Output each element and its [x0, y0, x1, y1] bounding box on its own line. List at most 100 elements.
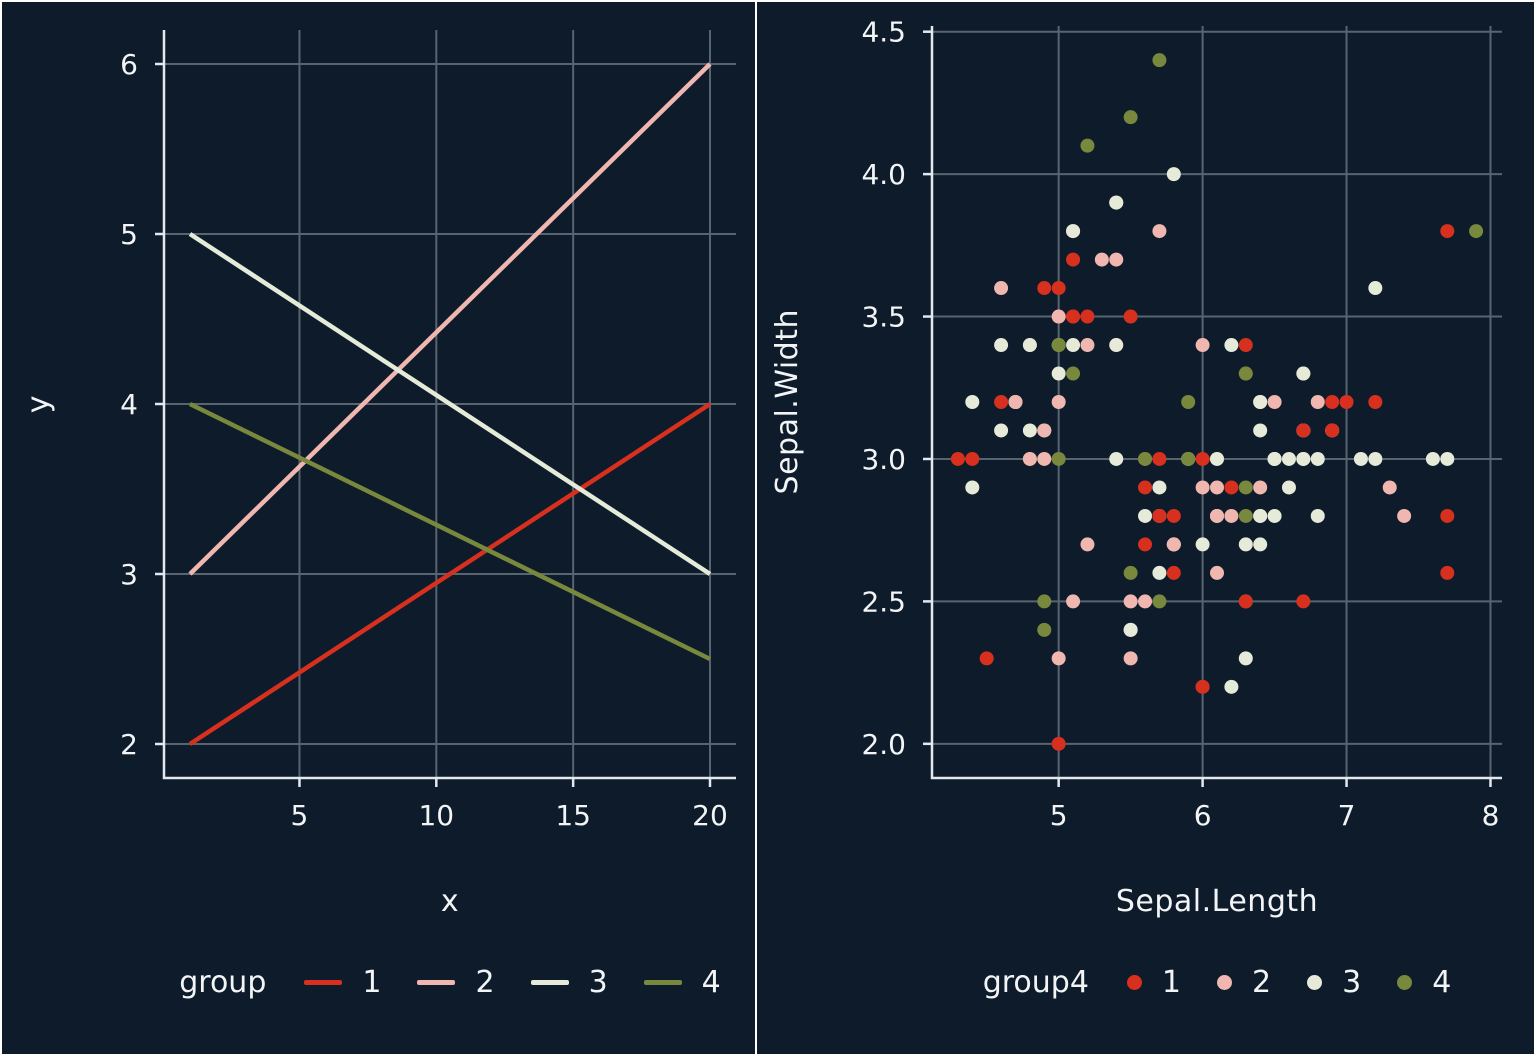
scatter-point	[1037, 622, 1052, 637]
scatter-point	[1440, 451, 1455, 466]
scatter-point	[1253, 423, 1268, 438]
scatter-point	[1195, 480, 1210, 495]
scatter-point	[1123, 622, 1138, 637]
scatter-chart-legend: group4 1 2 3 4	[932, 965, 1502, 1000]
scatter-point	[1051, 651, 1066, 666]
y-tick-label: 2	[120, 728, 138, 761]
y-tick-label: 2.0	[861, 728, 906, 761]
scatter-point	[1368, 281, 1383, 296]
scatter-point	[994, 423, 1009, 438]
scatter-point	[950, 451, 965, 466]
scatter-point	[1210, 565, 1224, 580]
y-tick-label: 4.5	[861, 16, 906, 49]
scatter-point	[1253, 395, 1268, 409]
scatter-point	[1238, 594, 1253, 609]
legend-dot-swatch-icon	[1397, 975, 1413, 990]
scatter-point	[1210, 451, 1224, 466]
scatter-point	[1080, 338, 1095, 353]
scatter-point	[1382, 480, 1397, 495]
scatter-point	[979, 651, 994, 666]
scatter-point	[1051, 281, 1066, 296]
legend-line-swatch-icon	[304, 980, 343, 985]
x-tick-label: 7	[1338, 799, 1356, 832]
scatter-point	[965, 395, 980, 409]
scatter-point	[1296, 594, 1311, 609]
scatter-point	[1166, 537, 1181, 552]
scatter-point	[1152, 224, 1167, 239]
scatter-point	[1267, 508, 1282, 523]
scatter-point	[1210, 508, 1224, 523]
scatter-point	[1166, 508, 1181, 523]
scatter-point	[1123, 309, 1138, 324]
line-chart-panel: 5 10 15 20 2 3 4 5 6 y x group 1 2 3 4	[2, 2, 755, 1054]
scatter-point	[1267, 395, 1282, 409]
scatter-chart-plot: 5 6 7 8 2.0 2.5 3.0 3.5 4.0 4.5	[861, 16, 1502, 832]
scatter-point	[1066, 594, 1081, 609]
scatter-point	[1008, 395, 1023, 409]
scatter-point	[1440, 224, 1455, 239]
scatter-point	[1037, 594, 1052, 609]
axis-line	[162, 30, 736, 780]
x-tick-label: 5	[1050, 799, 1068, 832]
scatter-point	[1066, 309, 1081, 324]
scatter-point	[1224, 338, 1239, 353]
legend-line-swatch-icon	[530, 980, 569, 985]
scatter-point	[1051, 395, 1066, 409]
y-tick-label: 4.0	[861, 158, 906, 191]
scatter-point	[1368, 451, 1383, 466]
line-chart-plot: 5 10 15 20 2 3 4 5 6	[120, 30, 736, 832]
scatter-point	[1310, 451, 1325, 466]
scatter-point	[1022, 423, 1037, 438]
legend-dot-swatch-icon	[1217, 975, 1233, 990]
scatter-point	[1152, 451, 1167, 466]
scatter-point	[1210, 480, 1224, 495]
scatter-point	[1181, 395, 1196, 409]
scatter-point	[1224, 480, 1239, 495]
scatter-point	[1440, 508, 1455, 523]
scatter-point	[1109, 338, 1124, 353]
x-axis-title: x	[440, 884, 460, 919]
scatter-point	[1253, 508, 1268, 523]
scatter-point	[1123, 110, 1138, 125]
x-tick-label: 8	[1482, 799, 1500, 832]
scatter-point	[1469, 224, 1484, 239]
scatter-point	[1440, 565, 1455, 580]
scatter-point	[1022, 338, 1037, 353]
scatter-point	[1310, 508, 1325, 523]
scatter-point	[1123, 651, 1138, 666]
scatter-point	[1195, 338, 1210, 353]
x-tick-label: 5	[291, 799, 309, 832]
scatter-point	[1238, 537, 1253, 552]
scatter-point	[1310, 395, 1325, 409]
x-tick-label: 10	[418, 799, 454, 832]
scatter-point	[1094, 252, 1109, 267]
legend-item: 2	[417, 965, 495, 1000]
scatter-point	[1051, 338, 1066, 353]
scatter-point	[1166, 565, 1181, 580]
scatter-point	[1123, 594, 1138, 609]
y-tick-label: 5	[120, 218, 138, 251]
y-axis-title: y	[20, 394, 56, 414]
y-axis-title-wrap: y	[18, 30, 58, 778]
scatter-point	[1037, 423, 1052, 438]
scatter-point	[1296, 366, 1311, 381]
x-axis-title: Sepal.Length	[1115, 884, 1319, 919]
scatter-point	[1224, 679, 1239, 694]
x-tick-label: 6	[1194, 799, 1212, 832]
scatter-point	[1037, 281, 1052, 296]
scatter-point	[1109, 195, 1124, 210]
scatter-point	[994, 281, 1009, 296]
legend-item-label: 4	[1432, 965, 1452, 1000]
scatter-point	[1325, 395, 1340, 409]
scatter-point	[1296, 451, 1311, 466]
scatter-point	[1224, 508, 1239, 523]
scatter-point	[1238, 508, 1253, 523]
scatter-point	[1325, 423, 1340, 438]
scatter-point	[1253, 480, 1268, 495]
scatter-point	[965, 480, 980, 495]
scatter-point	[1267, 451, 1282, 466]
legend-line-swatch-icon	[643, 980, 682, 985]
scatter-point	[1152, 565, 1167, 580]
legend-item-label: 3	[1342, 965, 1362, 1000]
scatter-point	[1296, 423, 1311, 438]
